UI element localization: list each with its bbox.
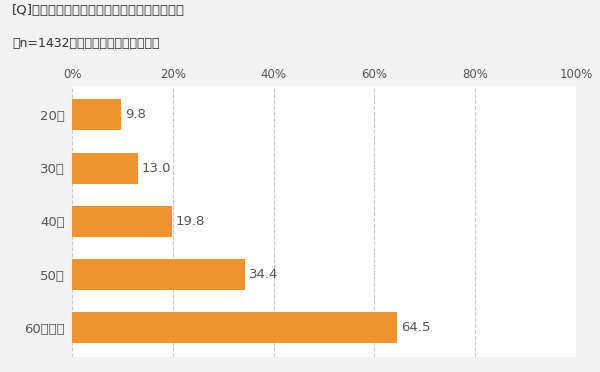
- Text: [Q]若いころに比べて、身長が縮みましたか。: [Q]若いころに比べて、身長が縮みましたか。: [12, 4, 185, 17]
- Text: 9.8: 9.8: [125, 108, 146, 121]
- Bar: [72, 259, 245, 290]
- Text: 13.0: 13.0: [142, 161, 171, 174]
- Text: 34.4: 34.4: [250, 268, 279, 281]
- Bar: [72, 153, 137, 183]
- Bar: [72, 312, 397, 343]
- Text: （n=1432、はいと答えた人の割合）: （n=1432、はいと答えた人の割合）: [12, 37, 160, 50]
- Text: 64.5: 64.5: [401, 321, 430, 334]
- Text: 19.8: 19.8: [176, 215, 205, 228]
- Bar: [72, 99, 121, 130]
- Bar: [72, 206, 172, 237]
